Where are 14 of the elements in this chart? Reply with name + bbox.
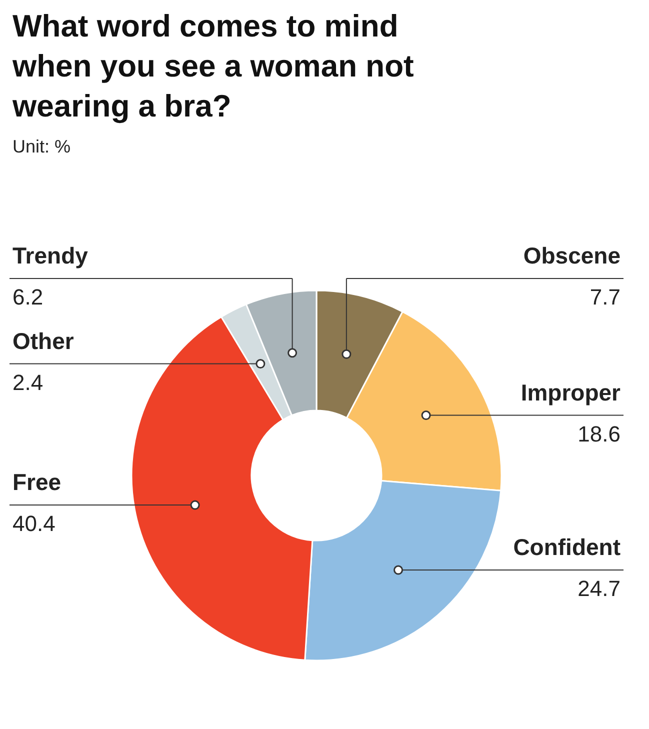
slice-label: Obscene: [523, 242, 620, 268]
slice-label: Confident: [513, 534, 621, 560]
slice-label: Improper: [520, 379, 621, 406]
data-label: 18.6: [578, 421, 621, 446]
data-label: 7.7: [590, 284, 621, 310]
slice-label: Trendy: [12, 242, 88, 268]
data-label: 40.4: [12, 511, 56, 536]
chart-title: What word comes to mind when you see a woman not wearing a bra?: [12, 8, 414, 124]
data-label: 6.2: [12, 284, 44, 310]
data-label: 24.7: [578, 576, 621, 602]
slice-label: Other: [12, 328, 74, 354]
slice-label: Free: [12, 469, 62, 496]
data-label: 2.4: [12, 370, 44, 395]
chart-subtitle: Unit: %: [12, 136, 71, 156]
